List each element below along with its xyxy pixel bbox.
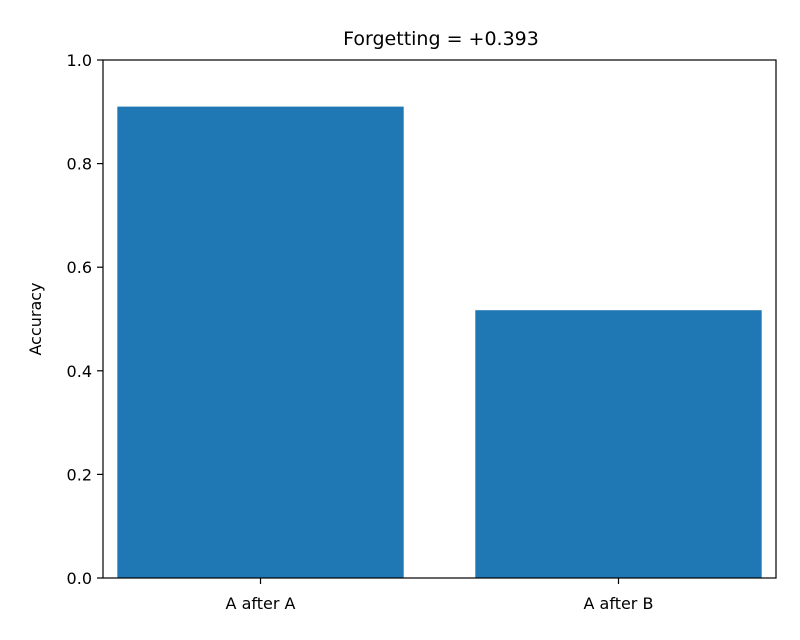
bar-1 <box>475 310 762 578</box>
x-tick-label: A after B <box>584 594 654 613</box>
y-tick-label: 1.0 <box>67 51 92 70</box>
y-tick-label: 0.2 <box>67 465 92 484</box>
y-tick-label: 0.6 <box>67 258 92 277</box>
chart-title: Forgetting = +0.393 <box>343 28 539 50</box>
y-tick-label: 0.0 <box>67 569 92 588</box>
x-axis-ticks: A after A A after B <box>226 578 654 613</box>
y-tick-label: 0.4 <box>67 362 92 381</box>
y-tick-label: 0.8 <box>67 155 92 174</box>
plot-frame <box>102 59 777 579</box>
y-axis-label: Accuracy <box>26 282 45 355</box>
y-axis-ticks: 0.0 0.2 0.4 0.6 0.8 1.0 <box>67 51 103 588</box>
bars-group <box>117 106 762 579</box>
bar-0 <box>117 106 404 579</box>
x-tick-label: A after A <box>226 594 296 613</box>
